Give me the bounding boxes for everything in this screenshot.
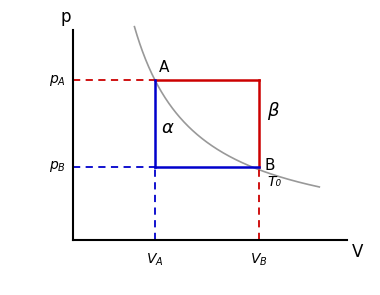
Text: V: V xyxy=(352,243,364,261)
Text: p: p xyxy=(61,8,71,26)
Text: B: B xyxy=(264,158,274,173)
Text: $V_B$: $V_B$ xyxy=(250,252,268,268)
Text: $V_A$: $V_A$ xyxy=(146,252,164,268)
Text: α: α xyxy=(162,119,174,137)
Text: $p_A$: $p_A$ xyxy=(49,73,66,88)
Text: A: A xyxy=(159,60,169,75)
Text: β: β xyxy=(267,102,279,120)
Text: $p_B$: $p_B$ xyxy=(49,159,66,174)
Text: T₀: T₀ xyxy=(267,175,282,189)
